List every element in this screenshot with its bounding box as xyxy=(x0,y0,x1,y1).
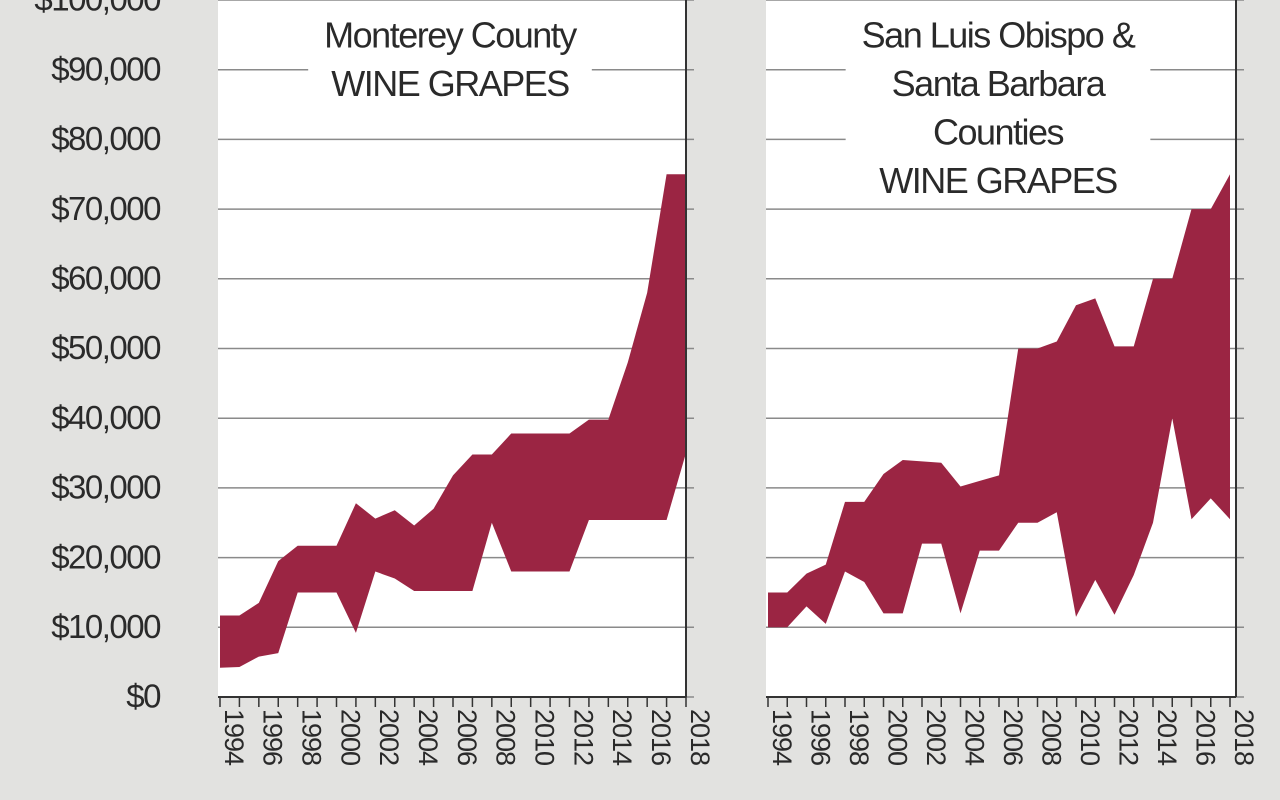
y-tick-label: $100,000 xyxy=(34,0,161,18)
panel-title: Counties xyxy=(933,112,1064,153)
x-tick-label: 2016 xyxy=(1190,709,1220,765)
y-tick-label: $80,000 xyxy=(51,120,161,157)
y-tick-label: $30,000 xyxy=(51,469,161,506)
panel-title: San Luis Obispo & xyxy=(862,15,1136,56)
x-tick-label: 2012 xyxy=(1113,709,1143,765)
x-tick-label: 2018 xyxy=(685,709,715,765)
x-tick-label: 2014 xyxy=(607,709,637,766)
y-tick-label: $0 xyxy=(126,678,161,715)
y-tick-label: $10,000 xyxy=(51,608,161,645)
panel-title: WINE GRAPES xyxy=(879,160,1117,201)
x-tick-label: 2010 xyxy=(530,709,560,765)
x-tick-label: 2012 xyxy=(568,709,598,765)
x-tick-label: 1996 xyxy=(258,709,288,765)
x-tick-label: 2000 xyxy=(882,709,912,765)
x-tick-label: 2014 xyxy=(1152,709,1182,766)
x-tick-label: 1994 xyxy=(219,709,249,766)
title-background xyxy=(308,12,592,109)
x-tick-label: 2018 xyxy=(1229,709,1259,765)
x-tick-label: 2008 xyxy=(1036,709,1066,765)
y-tick-label: $70,000 xyxy=(51,190,161,227)
y-tick-label: $20,000 xyxy=(51,538,161,575)
x-tick-label: 1994 xyxy=(767,709,797,766)
y-tick-label: $50,000 xyxy=(51,329,161,366)
x-tick-label: 2010 xyxy=(1075,709,1105,765)
range-area xyxy=(220,174,686,668)
x-tick-label: 1998 xyxy=(844,709,874,765)
x-tick-label: 2004 xyxy=(413,709,443,766)
x-tick-label: 2006 xyxy=(998,709,1028,765)
range-area xyxy=(768,174,1230,628)
x-tick-label: 1998 xyxy=(297,709,327,765)
y-tick-label: $90,000 xyxy=(51,50,161,87)
title-background xyxy=(845,12,1151,206)
panel-title: WINE GRAPES xyxy=(331,63,569,104)
x-tick-label: 2004 xyxy=(959,709,989,766)
panel-title: Santa Barbara xyxy=(892,63,1107,104)
y-tick-label: $40,000 xyxy=(51,399,161,436)
panel-title: Monterey County xyxy=(324,15,577,56)
x-tick-label: 2002 xyxy=(921,709,951,765)
x-tick-label: 2000 xyxy=(335,709,365,765)
x-tick-label: 2016 xyxy=(646,709,676,765)
x-tick-label: 1996 xyxy=(805,709,835,765)
x-tick-label: 2008 xyxy=(491,709,521,765)
x-tick-label: 2006 xyxy=(452,709,482,765)
x-tick-label: 2002 xyxy=(374,709,404,765)
y-tick-label: $60,000 xyxy=(51,260,161,297)
